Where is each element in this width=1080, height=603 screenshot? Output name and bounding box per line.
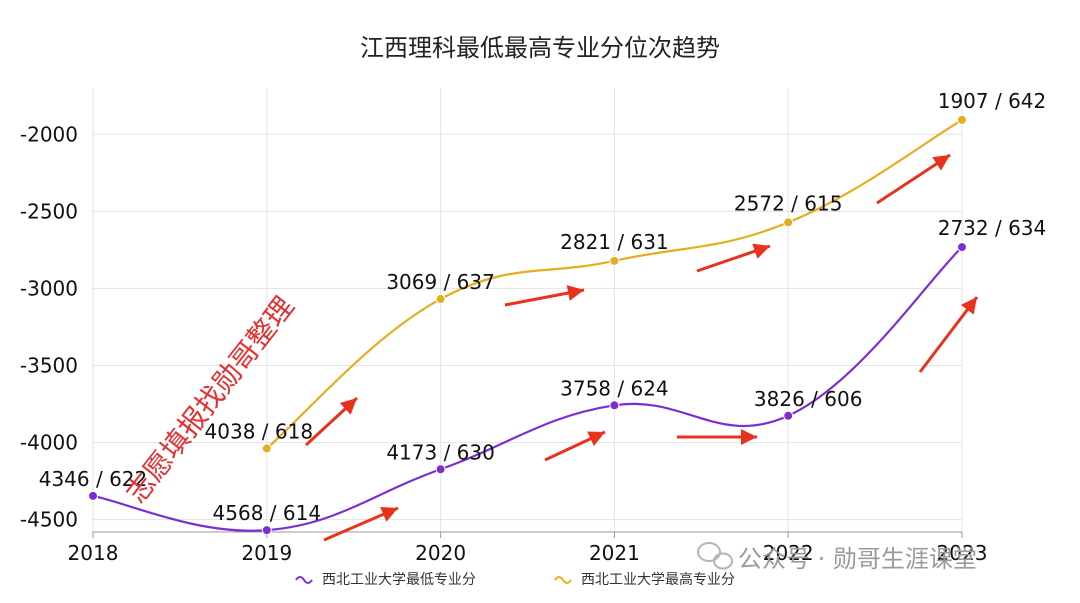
data-point xyxy=(609,400,620,411)
data-label: 4568 / 614 xyxy=(213,501,322,525)
data-point xyxy=(88,490,98,501)
data-label: 2732 / 634 xyxy=(938,216,1047,240)
annotation-arrow xyxy=(876,153,951,205)
data-label: 1907 / 642 xyxy=(938,89,1047,113)
legend-swatch-1 xyxy=(295,576,313,584)
arrow-head xyxy=(960,297,977,315)
chart-title: 江西理科最低最高专业分位次趋势 xyxy=(360,34,720,62)
annotation-arrow xyxy=(323,506,399,542)
arrow-head xyxy=(380,507,398,522)
data-point xyxy=(435,294,446,305)
arrow-head xyxy=(752,243,770,259)
annotation-arrow xyxy=(696,243,771,273)
wechat-icon xyxy=(697,542,733,570)
annotation-arrow xyxy=(504,285,585,307)
arrow-head xyxy=(339,398,357,415)
x-tick-label: 2022 xyxy=(763,541,814,565)
data-label: 3758 / 624 xyxy=(560,376,669,400)
x-tick-label: 2019 xyxy=(241,541,292,565)
data-point xyxy=(609,255,620,266)
legend-label-1: 西北工业大学最低专业分 xyxy=(322,572,476,588)
annotation-arrow xyxy=(544,430,606,462)
data-label: 4346 / 622 xyxy=(39,467,148,491)
footer-caption: 公众号 · 勋哥生涯课堂 xyxy=(738,545,977,573)
arrow-head xyxy=(932,155,950,171)
data-point xyxy=(435,464,446,475)
wechat-bubble-2 xyxy=(713,552,733,570)
legend-swatch-2 xyxy=(554,576,572,584)
watermark-text: 志愿填报找勋哥整理 xyxy=(120,290,301,509)
arrow-head xyxy=(741,429,757,445)
data-point xyxy=(783,217,794,228)
data-point xyxy=(261,443,272,454)
data-label: 4038 / 618 xyxy=(205,419,314,443)
x-tick-label: 2020 xyxy=(415,541,466,565)
wechat-bubble-1 xyxy=(697,542,721,562)
annotation-arrow xyxy=(918,296,979,373)
data-point xyxy=(261,525,272,536)
y-tick-label: -3000 xyxy=(20,276,78,300)
x-tick-label: 2021 xyxy=(589,541,640,565)
y-tick-label: -4000 xyxy=(20,431,78,455)
data-label: 3826 / 606 xyxy=(754,387,863,411)
x-tick-label: 2023 xyxy=(937,541,988,565)
series-line-1 xyxy=(92,246,963,532)
data-point xyxy=(957,114,967,125)
annotation-arrow xyxy=(677,429,757,445)
x-tick-label: 2018 xyxy=(68,541,119,565)
y-tick-label: -2500 xyxy=(20,199,78,223)
annotation-arrow xyxy=(304,396,359,447)
y-tick-label: -2000 xyxy=(20,122,78,146)
y-tick-label: -3500 xyxy=(20,354,78,378)
data-label: 4173 / 630 xyxy=(386,440,495,464)
data-label: 2572 / 615 xyxy=(734,191,843,215)
data-point xyxy=(957,242,967,253)
y-tick-label: -4500 xyxy=(20,508,78,532)
data-label: 2821 / 631 xyxy=(560,230,669,254)
legend-label-2: 西北工业大学最高专业分 xyxy=(581,571,735,588)
data-label: 3069 / 637 xyxy=(386,270,495,294)
arrow-head xyxy=(566,285,584,301)
arrow-head xyxy=(587,431,605,447)
data-point xyxy=(783,410,794,421)
